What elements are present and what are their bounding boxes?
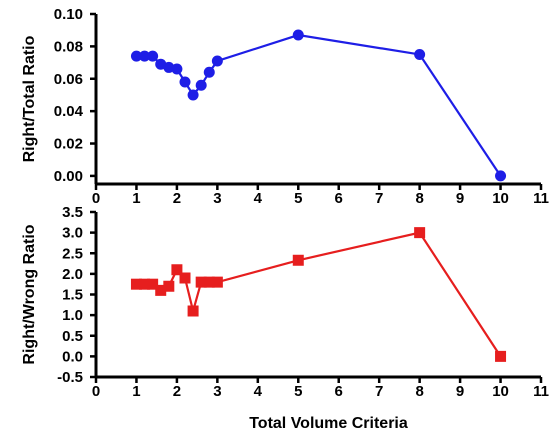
data-point bbox=[495, 350, 507, 362]
x-tick-label: 10 bbox=[492, 383, 509, 400]
x-tick-label: 11 bbox=[533, 383, 549, 400]
x-tick-label: 1 bbox=[132, 190, 140, 207]
x-tick-label: 5 bbox=[294, 190, 302, 207]
y-tick-label: 0.10 bbox=[54, 6, 83, 23]
data-point bbox=[139, 50, 151, 62]
x-tick-label: 0 bbox=[92, 383, 100, 400]
data-point bbox=[495, 170, 507, 182]
x-tick-label: 8 bbox=[415, 383, 423, 400]
y-tick-label: -0.5 bbox=[57, 369, 83, 386]
x-tick-label: 10 bbox=[492, 190, 509, 207]
data-point bbox=[292, 29, 304, 41]
y-tick-label: 0.08 bbox=[54, 38, 83, 55]
data-point bbox=[139, 278, 151, 290]
data-point bbox=[195, 276, 207, 288]
y-tick-label: 0.00 bbox=[54, 168, 83, 185]
series-line bbox=[136, 231, 502, 357]
data-point bbox=[179, 76, 191, 88]
y-tick-label: 0.06 bbox=[54, 71, 83, 88]
y-tick-label: 0.04 bbox=[54, 103, 84, 120]
y-tick-label: 3.5 bbox=[62, 204, 83, 221]
data-point bbox=[147, 50, 159, 62]
x-tick-label: 11 bbox=[533, 190, 549, 207]
y-tick-label: 2.0 bbox=[62, 266, 83, 283]
data-point bbox=[211, 55, 223, 67]
x-tick-label: 3 bbox=[213, 190, 221, 207]
y-tick-label: 2.5 bbox=[62, 245, 83, 262]
x-tick-label: 8 bbox=[415, 190, 423, 207]
x-tick-label: 9 bbox=[456, 190, 464, 207]
x-tick-label: 1 bbox=[132, 383, 140, 400]
x-tick-label: 2 bbox=[173, 383, 181, 400]
x-tick-label: 0 bbox=[92, 190, 100, 207]
x-tick-label: 6 bbox=[335, 383, 343, 400]
data-point bbox=[187, 305, 199, 317]
series-line bbox=[136, 33, 502, 177]
y-tick-label: 1.5 bbox=[62, 287, 83, 304]
y-tick-label: 0.02 bbox=[54, 136, 83, 153]
y-axis-title: Right/Wrong Ratio bbox=[21, 224, 38, 364]
x-tick-label: 4 bbox=[254, 383, 263, 400]
x-tick-label: 3 bbox=[213, 383, 221, 400]
x-tick-label: 9 bbox=[456, 383, 464, 400]
x-tick-label: 2 bbox=[173, 190, 181, 207]
data-point bbox=[211, 276, 223, 288]
data-point bbox=[171, 63, 183, 75]
data-point bbox=[155, 284, 167, 296]
data-point bbox=[203, 276, 215, 288]
data-point bbox=[130, 50, 142, 62]
top-panel: 0 1 2 3 4 5 6 7 8 9 10 11 0.00 0.02 0.04 0.06 0.08 0.10 Ri… bbox=[21, 6, 549, 207]
data-point bbox=[195, 79, 207, 91]
y-tick-label: 3.0 bbox=[62, 225, 83, 242]
data-point bbox=[414, 48, 426, 60]
data-point bbox=[179, 272, 191, 284]
data-point bbox=[203, 66, 215, 78]
data-point bbox=[130, 278, 142, 290]
x-tick-label: 7 bbox=[375, 190, 383, 207]
x-tick-label: 4 bbox=[254, 190, 263, 207]
x-axis-title: Total Volume Criteria bbox=[249, 415, 408, 432]
data-point bbox=[171, 264, 183, 276]
y-tick-label: 1.0 bbox=[62, 307, 83, 324]
x-tick-label: 6 bbox=[335, 190, 343, 207]
bottom-panel: 0 1 2 3 4 5 6 7 8 9 10 11 -0.5 0.0 0.5 1.0 1.5 2.0 2.5 3.0 3… bbox=[21, 204, 549, 432]
y-tick-label: 0.5 bbox=[62, 328, 83, 345]
y-tick-label: 0.0 bbox=[62, 348, 83, 365]
data-point bbox=[292, 254, 304, 266]
data-point bbox=[163, 280, 175, 292]
x-tick-label: 5 bbox=[294, 383, 302, 400]
x-tick-label: 7 bbox=[375, 383, 383, 400]
data-point bbox=[414, 227, 426, 239]
data-point bbox=[147, 278, 159, 290]
data-point bbox=[187, 89, 199, 101]
y-axis-title: Right/Total Ratio bbox=[21, 35, 38, 162]
